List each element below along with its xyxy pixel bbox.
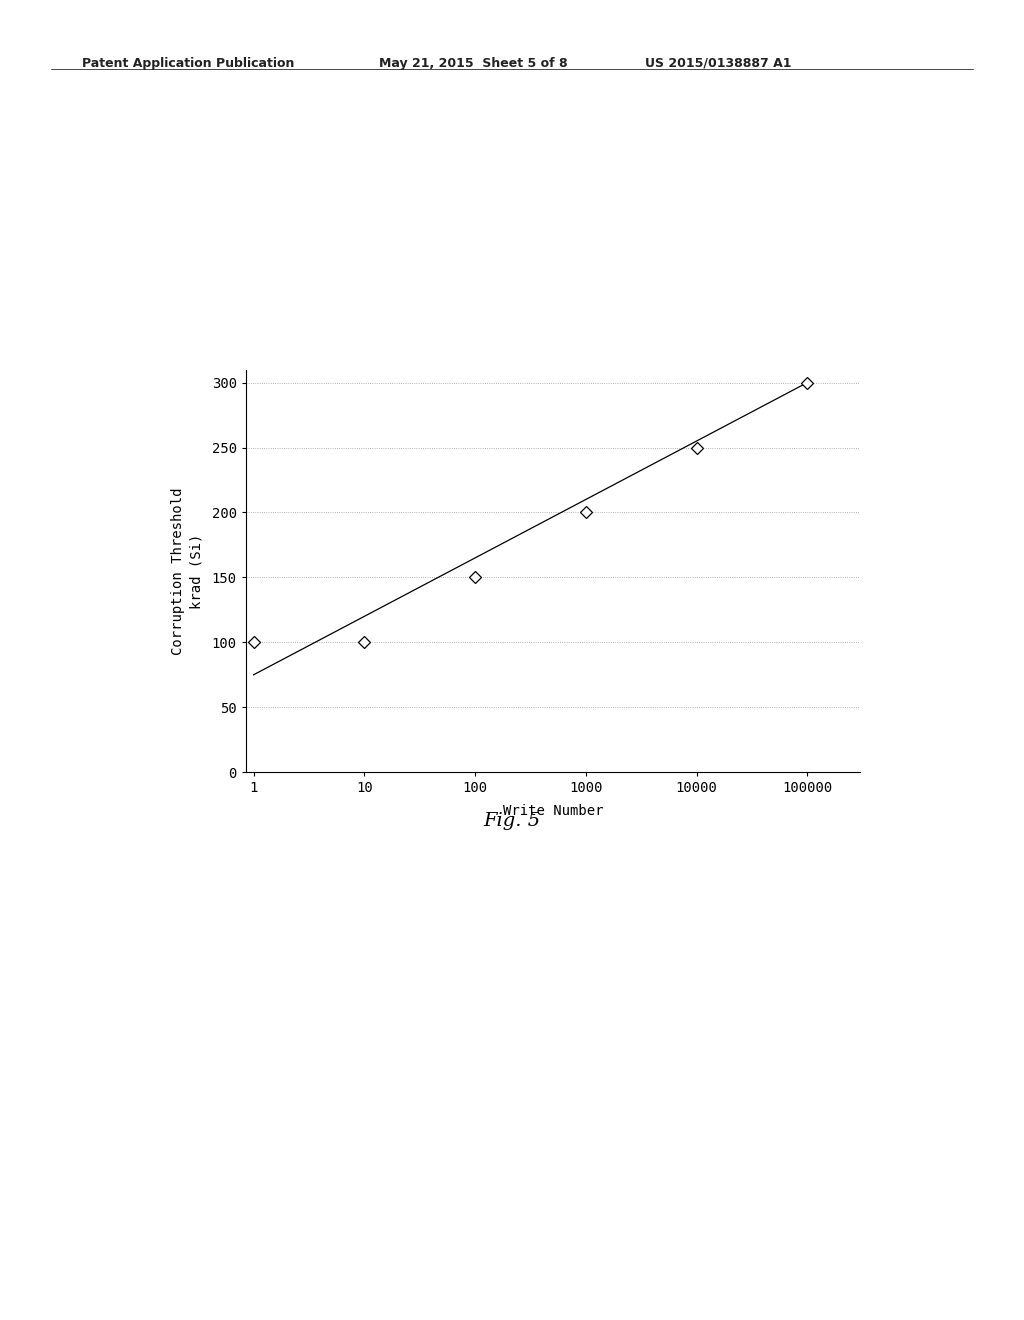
Text: Patent Application Publication: Patent Application Publication — [82, 57, 294, 70]
Y-axis label: Corruption Threshold
krad (Si): Corruption Threshold krad (Si) — [171, 487, 204, 655]
Text: May 21, 2015  Sheet 5 of 8: May 21, 2015 Sheet 5 of 8 — [379, 57, 567, 70]
Text: US 2015/0138887 A1: US 2015/0138887 A1 — [645, 57, 792, 70]
Text: Fig. 5: Fig. 5 — [483, 812, 541, 830]
X-axis label: Write Number: Write Number — [503, 804, 603, 817]
